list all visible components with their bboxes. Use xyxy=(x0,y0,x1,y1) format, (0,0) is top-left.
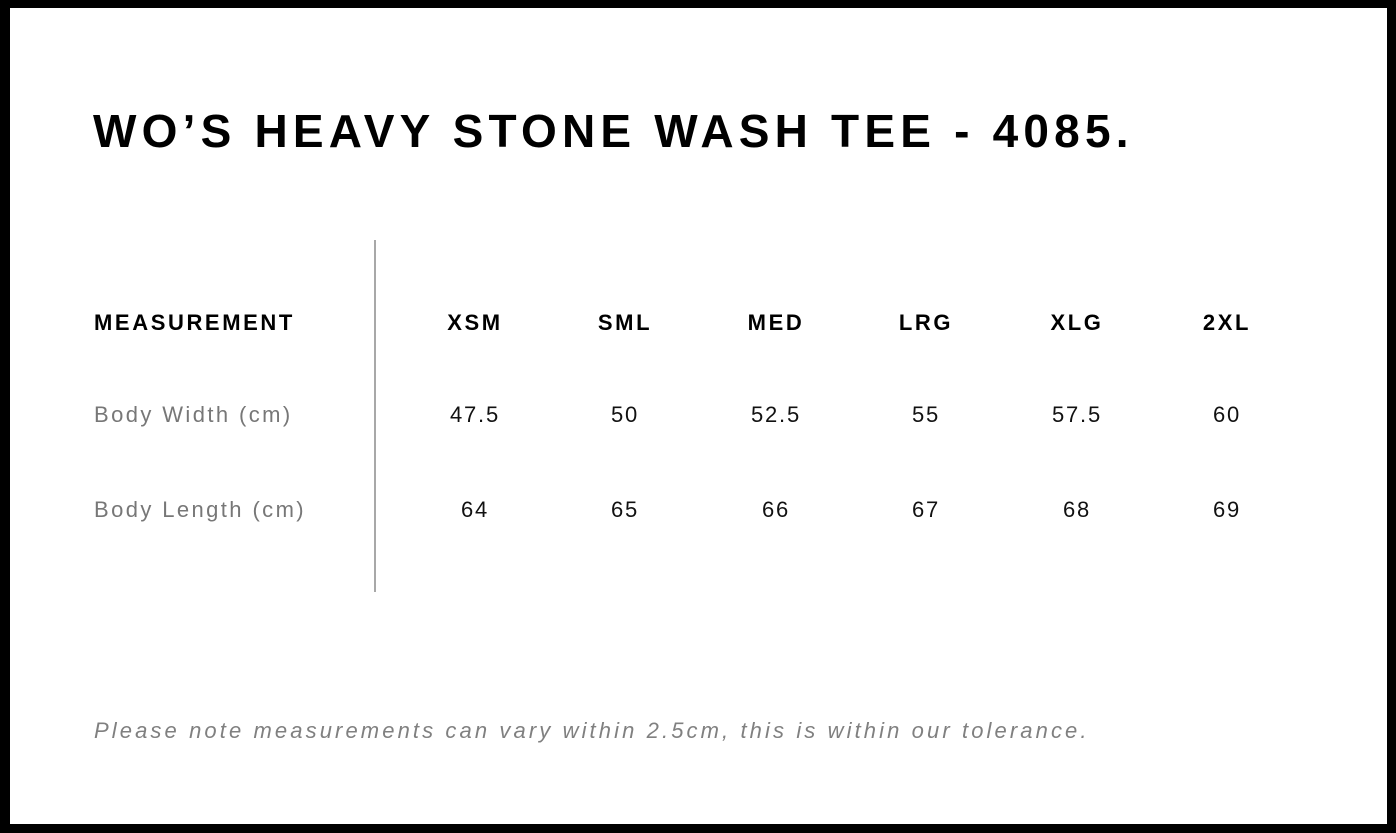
table-cell: 66 xyxy=(761,497,791,522)
column-divider xyxy=(374,240,376,592)
table-cell: 60 xyxy=(1212,402,1242,427)
table-cell: 64 xyxy=(460,497,490,522)
page-title: WO’S HEAVY STONE WASH TEE - 4085. xyxy=(93,105,1134,157)
table-cell: 52.5 xyxy=(750,402,802,427)
table-cell: 50 xyxy=(610,402,640,427)
table-cell: 69 xyxy=(1212,497,1242,522)
table-header-row: MEASUREMENT XSM SML MED LRG XLG 2XL xyxy=(0,308,1396,338)
measurement-header: MEASUREMENT xyxy=(94,310,295,335)
table-cell: 57.5 xyxy=(1051,402,1103,427)
size-header-xlg: XLG xyxy=(1050,310,1104,335)
size-header-sml: SML xyxy=(597,310,653,335)
size-header-xsm: XSM xyxy=(447,310,503,335)
size-header-med: MED xyxy=(747,310,805,335)
row-label: Body Length (cm) xyxy=(94,497,307,522)
table-cell: 67 xyxy=(911,497,941,522)
tolerance-note: Please note measurements can vary within… xyxy=(94,718,1090,743)
size-header-lrg: LRG xyxy=(898,310,954,335)
table-cell: 68 xyxy=(1062,497,1092,522)
row-label: Body Width (cm) xyxy=(94,402,293,427)
table-cell: 55 xyxy=(911,402,941,427)
table-row: Body Length (cm) 64 65 66 67 68 69 xyxy=(0,495,1396,525)
table-row: Body Width (cm) 47.5 50 52.5 55 57.5 60 xyxy=(0,400,1396,430)
table-cell: 65 xyxy=(610,497,640,522)
table-cell: 47.5 xyxy=(449,402,501,427)
size-header-2xl: 2XL xyxy=(1202,310,1252,335)
